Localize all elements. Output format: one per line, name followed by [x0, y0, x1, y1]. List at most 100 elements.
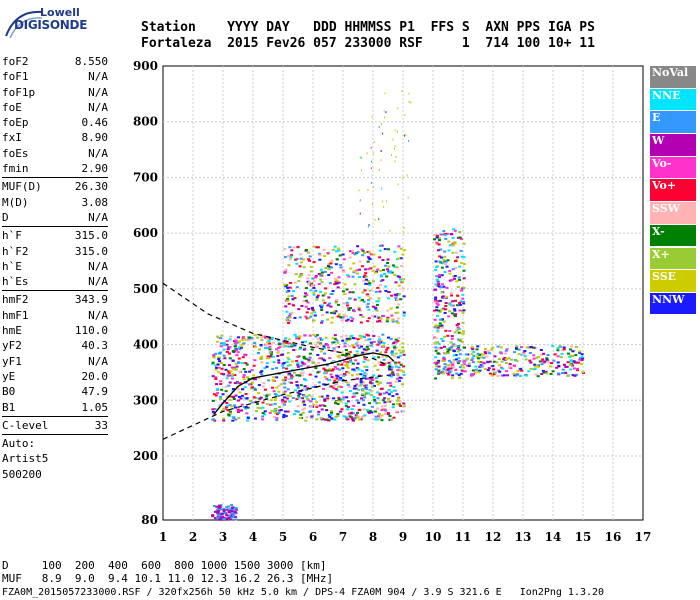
echo-point — [452, 354, 456, 357]
echo-point — [230, 516, 234, 519]
echo-point — [379, 363, 383, 366]
echo-point — [372, 356, 376, 359]
echo-point — [467, 362, 471, 365]
echo-point — [327, 296, 331, 299]
echo-point — [573, 361, 577, 364]
echo-point — [348, 351, 352, 354]
scaled-parameters: foF2 8.550 foF1 N/A foF1p N/A foE N/A foEp 0.46 fx… — [2, 54, 108, 482]
echo-point — [287, 338, 291, 341]
echo-point — [519, 346, 523, 349]
echo-point — [312, 291, 316, 294]
echo-point — [394, 410, 398, 413]
echo-point — [388, 415, 392, 418]
echo-point — [236, 382, 240, 385]
echo-point — [336, 286, 340, 289]
echo-point — [458, 265, 462, 268]
echo-point — [536, 365, 540, 368]
echo-point — [284, 415, 288, 418]
echo-point — [226, 348, 230, 351]
echo-point — [244, 370, 248, 373]
echo-point — [283, 342, 287, 345]
echo-point — [291, 344, 295, 347]
echo-point — [448, 370, 452, 373]
echo-point — [292, 349, 296, 352]
echo-point — [324, 336, 328, 339]
echo-point — [359, 337, 363, 340]
echo-point — [456, 347, 460, 350]
echo-point — [338, 378, 342, 381]
echo-point — [222, 510, 226, 513]
echo-point — [214, 377, 218, 380]
echo-point — [220, 334, 224, 337]
echo-point — [332, 341, 336, 344]
echo-point — [373, 306, 377, 309]
echo-point — [339, 386, 343, 389]
param-row: B0 47.9 — [2, 384, 108, 399]
echo-point — [386, 200, 388, 203]
echo-point — [338, 356, 342, 359]
echo-point — [299, 253, 303, 256]
echo-point — [290, 345, 294, 348]
echo-point — [488, 372, 492, 375]
echo-point — [228, 399, 232, 402]
echo-point — [442, 356, 446, 359]
echo-point — [367, 392, 371, 395]
echo-point — [366, 302, 370, 305]
echo-point — [408, 92, 410, 95]
echo-point — [242, 342, 246, 345]
echo-point — [338, 254, 342, 257]
echo-point — [506, 374, 510, 377]
echo-point — [254, 345, 258, 348]
legend-item: NoVal — [650, 66, 696, 88]
param-value: N/A — [88, 308, 108, 322]
echo-point — [437, 347, 441, 350]
echo-point — [378, 319, 382, 322]
echo-point — [396, 311, 400, 314]
echo-point — [320, 338, 324, 341]
legend-item: E — [650, 111, 696, 133]
echo-point — [408, 139, 410, 142]
echo-point — [394, 296, 398, 299]
echo-point — [401, 280, 405, 283]
echo-point — [510, 358, 514, 361]
echo-point — [320, 306, 324, 309]
echo-point — [320, 408, 324, 411]
echo-point — [381, 344, 385, 347]
echo-point — [295, 337, 299, 340]
echo-point — [234, 339, 238, 342]
echo-point — [305, 395, 309, 398]
echo-point — [456, 362, 460, 365]
echo-point — [354, 359, 358, 362]
echo-point — [545, 372, 549, 375]
echo-point — [222, 341, 226, 344]
echo-point — [388, 400, 392, 403]
echo-point — [395, 320, 399, 323]
echo-point — [314, 364, 318, 367]
echo-point — [373, 141, 375, 144]
echo-point — [565, 365, 569, 368]
echo-point — [296, 410, 300, 413]
echo-point — [220, 372, 224, 375]
echo-point — [379, 317, 383, 320]
echo-point — [443, 311, 447, 314]
echo-point — [222, 419, 226, 422]
echo-point — [283, 382, 287, 385]
echo-point — [397, 336, 401, 339]
echo-point — [364, 386, 368, 389]
echo-point — [364, 351, 368, 354]
echo-point — [313, 311, 317, 314]
echo-point — [297, 337, 301, 340]
echo-point — [385, 111, 387, 114]
echo-point — [330, 376, 334, 379]
echo-point — [453, 308, 457, 311]
echo-point — [346, 406, 350, 409]
echo-point — [357, 308, 361, 311]
echo-point — [450, 312, 454, 315]
echo-point — [512, 372, 516, 375]
echo-point — [444, 364, 448, 367]
param-label: foEp — [2, 116, 29, 130]
echo-point — [441, 295, 445, 298]
echo-point — [397, 245, 401, 248]
echo-point — [314, 276, 318, 279]
echo-point — [228, 404, 232, 407]
